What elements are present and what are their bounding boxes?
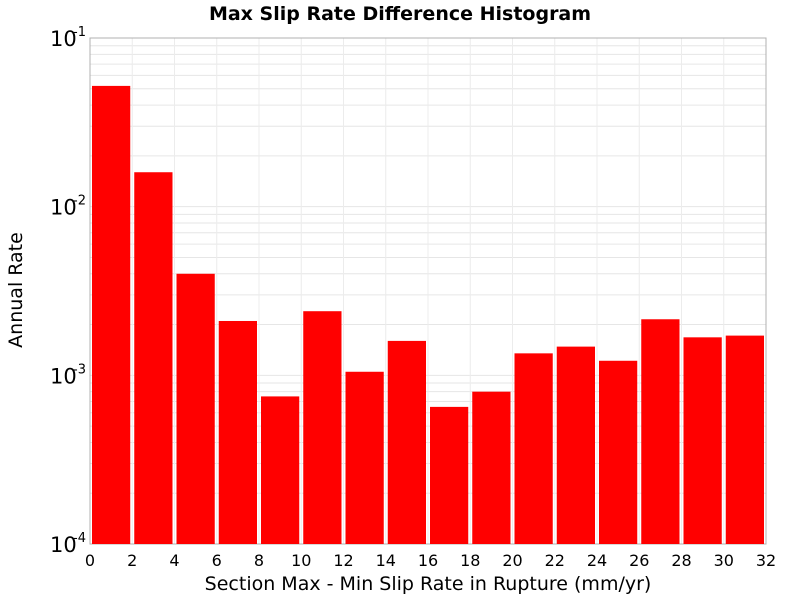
x-axis-label: Section Max - Min Slip Rate in Rupture (… xyxy=(205,573,652,595)
x-tick-label: 16 xyxy=(418,551,438,570)
histogram-bar xyxy=(514,353,553,544)
x-tick-label: 4 xyxy=(169,551,179,570)
x-tick-labels: 0 2 4 6 8 10 12 14 16 18 20 22 24 26 28 30 32 xyxy=(85,551,776,570)
histogram-bar xyxy=(725,335,764,544)
histogram-bar xyxy=(387,340,426,544)
y-tick-label: 10 xyxy=(50,533,77,557)
x-tick-label: 2 xyxy=(127,551,137,570)
y-tick-label: 10 xyxy=(50,27,77,51)
y-tick-label: 10 xyxy=(50,364,77,388)
histogram-bar xyxy=(472,391,511,544)
x-tick-label: 8 xyxy=(254,551,264,570)
x-tick-label: 30 xyxy=(714,551,734,570)
y-axis-label: Annual Rate xyxy=(5,232,27,348)
y-tick-labels: 10-410-310-210-1 xyxy=(50,25,86,557)
bars-group xyxy=(92,85,764,545)
y-tick-exponent: -1 xyxy=(73,25,86,40)
x-tick-label: 20 xyxy=(502,551,522,570)
x-tick-label: 0 xyxy=(85,551,95,570)
x-tick-label: 12 xyxy=(333,551,353,570)
y-tick-exponent: -4 xyxy=(73,531,86,546)
x-tick-label: 18 xyxy=(460,551,480,570)
histogram-bar xyxy=(556,346,595,544)
x-tick-label: 6 xyxy=(212,551,222,570)
x-tick-label: 22 xyxy=(545,551,565,570)
x-tick-label: 10 xyxy=(291,551,311,570)
histogram-bar xyxy=(345,371,384,544)
histogram-bar xyxy=(430,406,469,544)
histogram-bar xyxy=(641,319,680,544)
histogram-bar xyxy=(303,311,342,544)
histogram-bar xyxy=(176,273,215,544)
histogram-bar xyxy=(134,172,173,544)
x-tick-label: 24 xyxy=(587,551,607,570)
histogram-bar xyxy=(599,360,638,544)
x-tick-label: 32 xyxy=(756,551,776,570)
histogram-bar xyxy=(92,85,131,545)
chart-title: Max Slip Rate Difference Histogram xyxy=(209,3,591,25)
y-tick-exponent: -3 xyxy=(73,362,86,377)
x-tick-label: 14 xyxy=(376,551,396,570)
x-tick-label: 26 xyxy=(629,551,649,570)
histogram-bar xyxy=(218,320,257,544)
histogram-bar xyxy=(261,396,300,544)
plot-area-border xyxy=(89,37,767,545)
x-tick-label: 28 xyxy=(671,551,691,570)
y-tick-exponent: -2 xyxy=(73,194,86,209)
histogram-bar xyxy=(683,337,722,544)
y-tick-label: 10 xyxy=(50,196,77,220)
